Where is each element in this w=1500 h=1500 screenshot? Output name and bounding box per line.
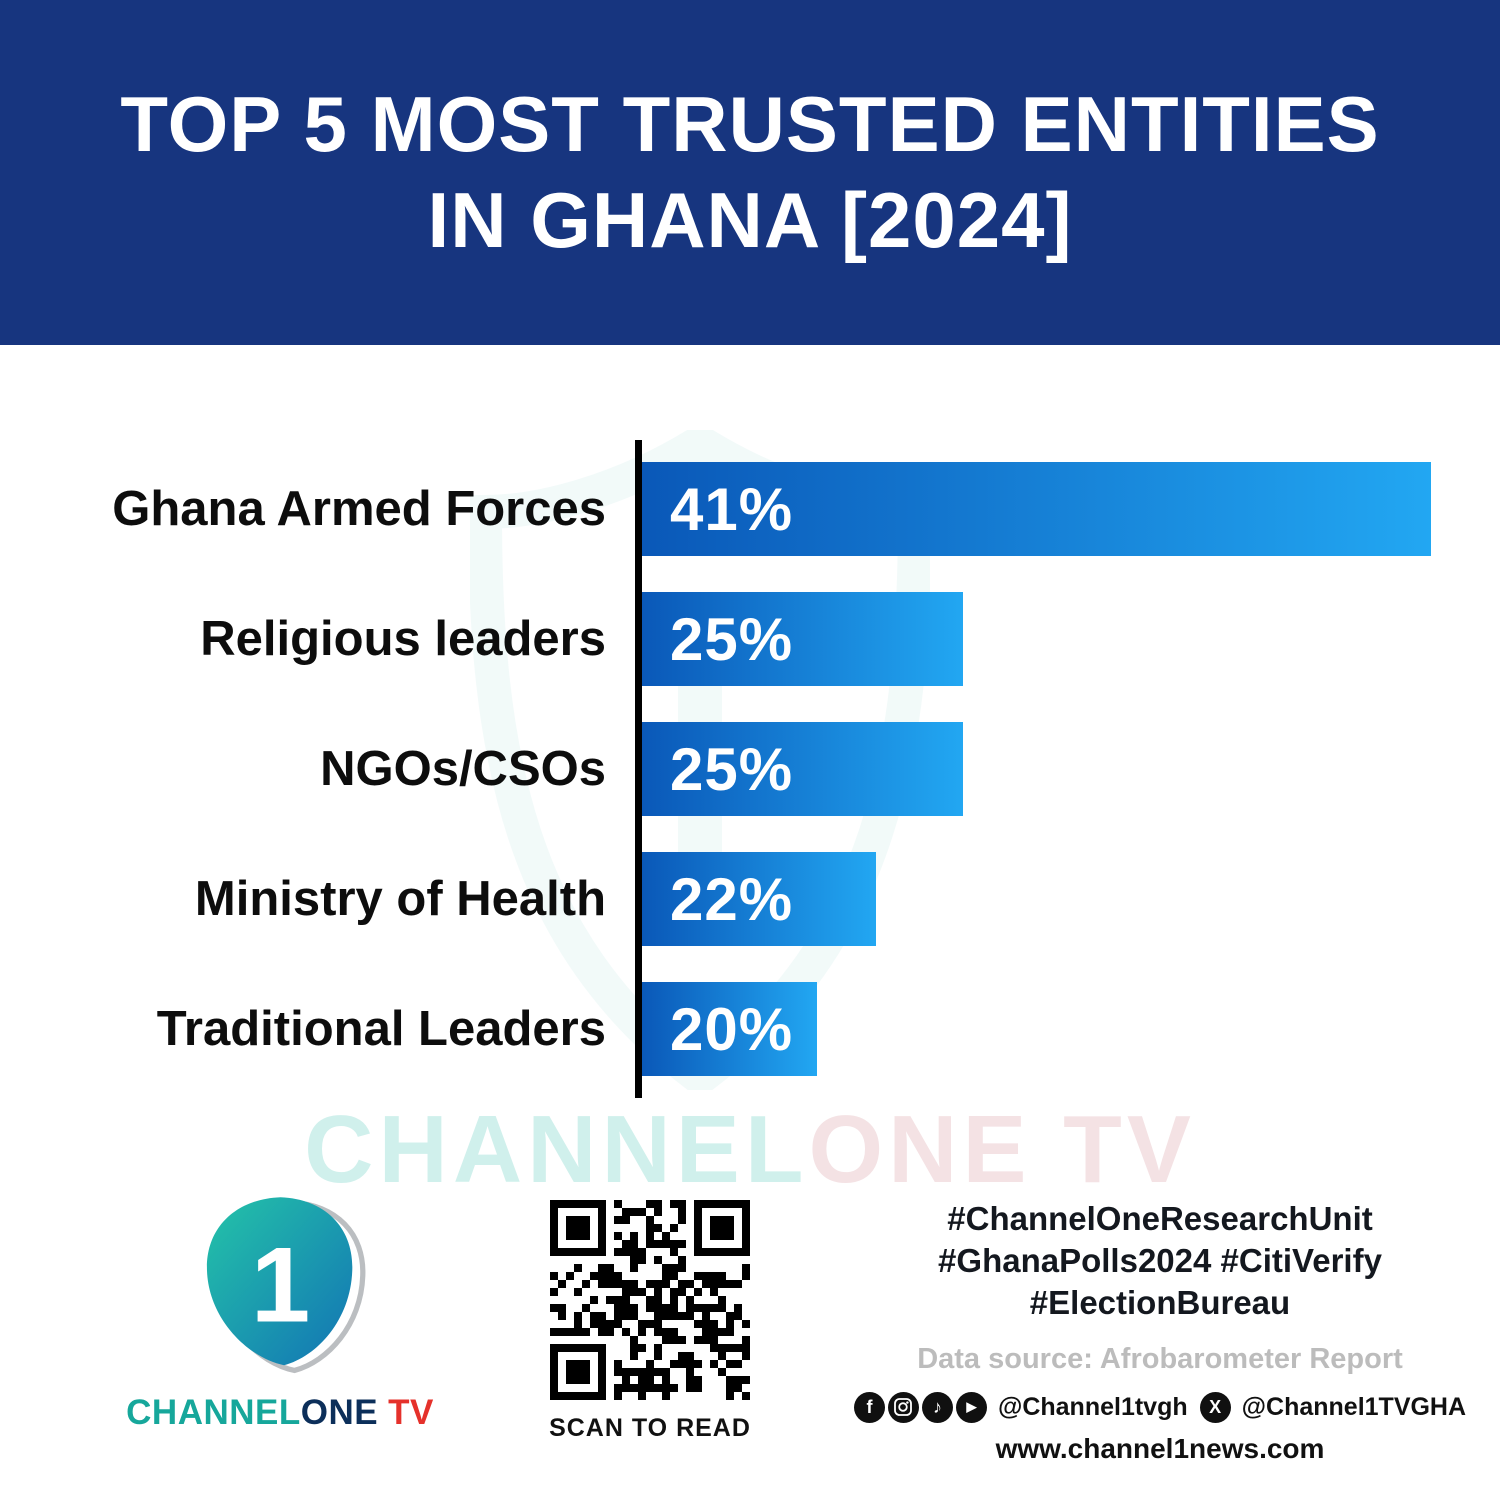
- chart-row: Ministry of Health 22%: [0, 852, 1460, 946]
- bar: 41%: [642, 462, 1431, 556]
- bar-value-label: 25%: [670, 735, 794, 803]
- instagram-icon: [887, 1391, 919, 1423]
- page-title-line2: IN GHANA [2024]: [427, 175, 1073, 264]
- social-handle-1: @Channel1tvgh: [997, 1392, 1188, 1421]
- bar-track: 20%: [642, 982, 1460, 1076]
- logo-digit: 1: [250, 1224, 309, 1344]
- watermark-tv: TV: [1063, 1096, 1196, 1203]
- qr-code: [550, 1200, 750, 1400]
- bar-track: 25%: [642, 722, 1460, 816]
- social-handle-2: @Channel1TVGHA: [1241, 1392, 1467, 1421]
- bar-category-label: Ministry of Health: [194, 872, 606, 926]
- bar: 20%: [642, 982, 818, 1076]
- watermark-one: ONE: [808, 1096, 1032, 1203]
- x-icon: X: [1199, 1391, 1231, 1423]
- bar-value-label: 25%: [670, 605, 794, 673]
- channel-one-logo-icon: 1: [206, 1197, 365, 1374]
- hashtag-line-2: #GhanaPolls2024 #CitiVerify: [938, 1242, 1382, 1280]
- chart-row: Ghana Armed Forces 41%: [0, 462, 1460, 556]
- bar-category-label: Ghana Armed Forces: [112, 482, 606, 536]
- page-title-line1: TOP 5 MOST TRUSTED ENTITIES: [120, 80, 1380, 169]
- hashtag-line-1: #ChannelOneResearchUnit: [947, 1200, 1373, 1237]
- chart-row: NGOs/CSOs 25%: [0, 722, 1460, 816]
- website-url: www.channel1news.com: [995, 1432, 1325, 1464]
- logo-word-channel: CHANNEL: [126, 1393, 301, 1432]
- bar-value-label: 20%: [670, 995, 794, 1063]
- chart-axis-line: [635, 440, 642, 1098]
- page-title: TOP 5 MOST TRUSTED ENTITIES IN GHANA [20…: [120, 77, 1379, 267]
- hashtags: #ChannelOneResearchUnit #GhanaPolls2024 …: [865, 1198, 1455, 1325]
- chart-row: Religious leaders 25%: [0, 592, 1460, 686]
- bar: 22%: [642, 852, 876, 946]
- logo-word-tv: TV: [388, 1393, 434, 1432]
- bar-category-label: Religious leaders: [200, 612, 606, 666]
- youtube-icon: ▶: [955, 1391, 987, 1423]
- hashtag-line-3: #ElectionBureau: [1029, 1284, 1291, 1322]
- bar: 25%: [642, 592, 964, 686]
- bar-value-label: 41%: [670, 475, 794, 543]
- bar-track: 25%: [642, 592, 1460, 686]
- bar-value-label: 22%: [670, 865, 794, 933]
- qr-block: SCAN TO READ: [540, 1200, 760, 1443]
- logo-wordmark: CHANNELONE TV: [115, 1393, 445, 1433]
- logo-word-one: ONE: [300, 1393, 379, 1432]
- social-row: f ♪ ▶ @Channel1tvgh X @Channel1TVGHA: [853, 1391, 1466, 1423]
- bar-category-label: Traditional Leaders: [156, 1002, 606, 1056]
- chart-rows: Ghana Armed Forces 41% Religious leaders 25…: [0, 462, 1460, 1076]
- tiktok-icon: ♪: [921, 1391, 953, 1423]
- chart-row: Traditional Leaders 20%: [0, 982, 1460, 1076]
- bar-track: 41%: [642, 462, 1460, 556]
- facebook-icon: f: [853, 1391, 885, 1423]
- bar-chart: Ghana Armed Forces 41% Religious leaders 25…: [0, 440, 1460, 1098]
- qr-caption: SCAN TO READ: [549, 1414, 751, 1442]
- header-banner: TOP 5 MOST TRUSTED ENTITIES IN GHANA [20…: [0, 0, 1500, 345]
- bar: 25%: [642, 722, 964, 816]
- bar-category-label: NGOs/CSOs: [320, 742, 606, 796]
- bar-track: 22%: [642, 852, 1460, 946]
- data-source: Data source: Afrobarometer Report: [917, 1342, 1403, 1375]
- channel-one-logo: 1 CHANNELONE TV: [115, 1185, 445, 1433]
- info-block: #ChannelOneResearchUnit #GhanaPolls2024 …: [853, 1198, 1466, 1465]
